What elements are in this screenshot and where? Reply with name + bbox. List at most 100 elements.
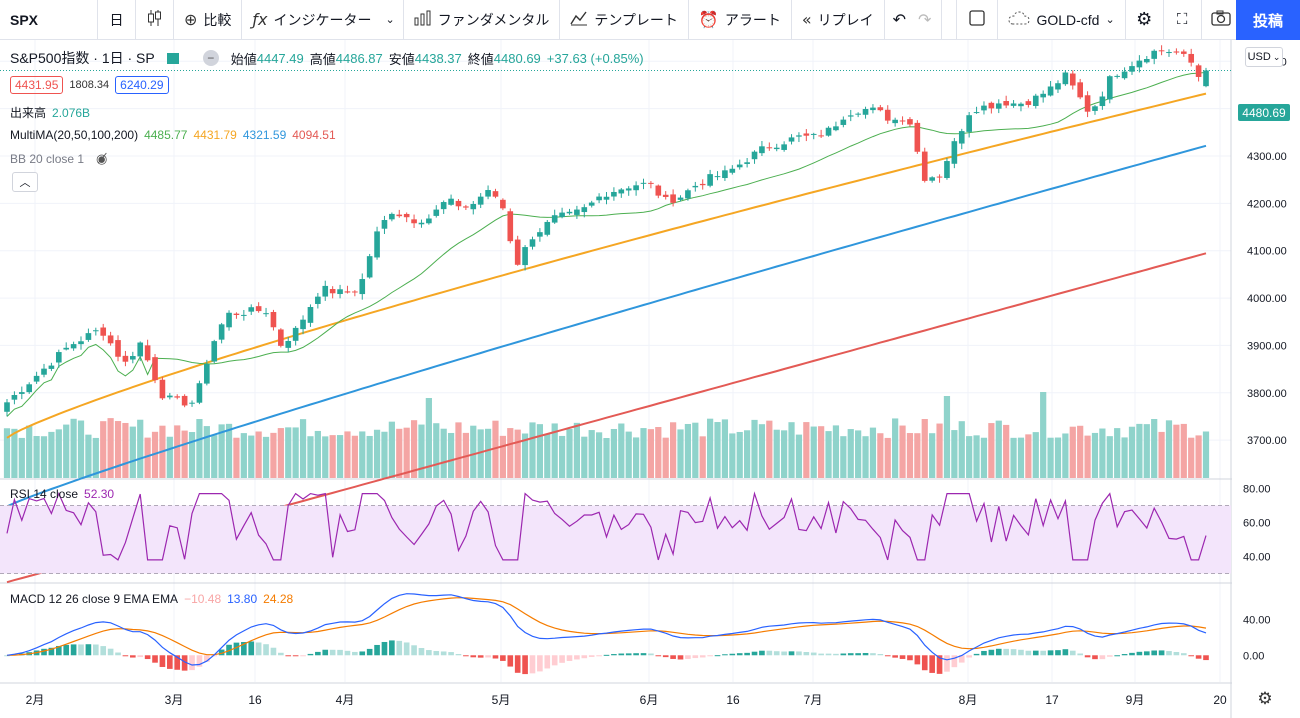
time-tick-label: 7月 — [804, 693, 823, 707]
candle — [870, 104, 876, 114]
currency-selector[interactable]: USD ⌄ — [1245, 47, 1283, 67]
rsi-value: 52.30 — [84, 487, 115, 501]
candle-body — [699, 183, 706, 186]
ma50-value: 4431.79 — [193, 128, 237, 142]
interval-button[interactable]: 日 — [98, 0, 136, 40]
candle — [1047, 80, 1054, 97]
candle — [729, 165, 736, 175]
candle-body — [907, 119, 913, 125]
candle — [1173, 48, 1180, 55]
rsi-tick-label: 40.00 — [1243, 552, 1271, 564]
post-button[interactable]: 投稿 — [1236, 0, 1300, 40]
price-tick-label: 4100.00 — [1247, 246, 1287, 258]
candle — [640, 178, 647, 190]
time-tick-label: 5月 — [492, 693, 511, 707]
candle-body — [307, 307, 314, 323]
time-tick-label: 16 — [726, 693, 740, 707]
volume-bar — [514, 429, 521, 478]
candle-body — [78, 341, 84, 345]
macd-histogram-bar — [1151, 650, 1158, 656]
candle — [1069, 70, 1076, 90]
candle-body — [1084, 95, 1091, 112]
candle-body — [115, 340, 121, 357]
volume-bar — [1091, 432, 1099, 478]
candle — [1025, 99, 1032, 108]
low-label: 安値 — [388, 51, 415, 67]
macd-histogram-bar — [107, 648, 114, 656]
volume-legend: 出来高 2.076B — [10, 104, 96, 121]
macd-histogram-bar — [655, 655, 662, 657]
symbol-search[interactable]: SPX — [0, 0, 98, 40]
alert-label: アラート — [724, 11, 781, 28]
volume-bar — [729, 433, 736, 478]
candle — [840, 116, 847, 128]
replay-button[interactable]: « リプレイ — [792, 0, 885, 40]
macd-signal-value: 24.28 — [263, 592, 294, 606]
flag-icon[interactable] — [166, 52, 179, 64]
volume-bar — [292, 427, 299, 478]
chart-type-button[interactable] — [136, 0, 174, 40]
time-tick-label: 20 — [1213, 693, 1227, 707]
undo-button[interactable]: ↶ — [885, 0, 914, 40]
volume-bar — [322, 436, 329, 478]
gear-icon[interactable]: ⚙ — [1257, 689, 1273, 708]
candle-body — [137, 342, 144, 357]
collapse-legend-button[interactable]: ︿ — [12, 172, 38, 192]
redo-button[interactable]: ↷ — [914, 0, 943, 40]
volume-bar — [795, 434, 803, 478]
candle — [1084, 91, 1091, 118]
fullscreen-button[interactable]: ⛶ — [1164, 0, 1202, 40]
candle-body — [18, 392, 25, 394]
eye-off-icon[interactable]: ◉̸ — [96, 151, 108, 166]
range-low-box[interactable]: 4431.95 — [10, 76, 64, 94]
chevron-up-icon: ︿ — [19, 177, 31, 189]
candle — [522, 245, 528, 271]
candle — [211, 339, 218, 364]
volume-bar — [107, 418, 114, 478]
volume-bar — [285, 427, 292, 478]
templates-button[interactable]: テンプレート — [560, 0, 689, 40]
macd-histogram-bar — [751, 651, 758, 656]
candle-body — [248, 307, 255, 312]
candle — [26, 382, 33, 394]
ma20-line — [6, 71, 1207, 417]
volume-bar — [670, 422, 677, 478]
candle-body — [322, 285, 329, 297]
macd-histogram-bar — [611, 654, 617, 656]
macd-histogram-bar — [329, 649, 336, 656]
range-high-box[interactable]: 6240.29 — [115, 76, 169, 94]
snapshot-button[interactable] — [1202, 0, 1240, 40]
alarm-icon: ⏰ — [698, 10, 719, 29]
candle — [374, 226, 380, 260]
candle-body — [500, 199, 506, 209]
macd-histogram-bar — [204, 655, 210, 662]
volume-bar — [181, 430, 188, 478]
candle — [514, 235, 521, 266]
macd-histogram-bar — [640, 653, 647, 656]
indicators-button[interactable]: ƒx インジケーター ⌄ — [242, 0, 404, 40]
fundamentals-button[interactable]: ファンダメンタル — [404, 0, 561, 40]
layout-name-button[interactable]: GOLD-cfd ⌄ — [998, 0, 1126, 40]
compare-button[interactable]: ⊕ 比較 — [174, 0, 243, 40]
alert-button[interactable]: ⏰ アラート — [689, 0, 792, 40]
volume-bar — [1010, 437, 1017, 478]
candle — [966, 111, 972, 138]
layout-square-button[interactable] — [956, 0, 999, 40]
macd-histogram-bar — [263, 644, 269, 656]
candle-body — [270, 311, 277, 328]
minus-icon[interactable]: − — [202, 50, 219, 66]
candle-body — [196, 383, 203, 403]
settings-button[interactable]: ⚙ — [1126, 0, 1164, 40]
macd-histogram-bar — [744, 652, 750, 656]
volume-bar — [1084, 435, 1091, 478]
candle-body — [1010, 103, 1017, 106]
volume-bar — [218, 424, 225, 478]
candle-body — [707, 174, 713, 186]
volume-bar — [499, 435, 506, 478]
candle-body — [85, 333, 92, 340]
candle — [544, 219, 551, 237]
series-title[interactable]: S&P500指数 · 1日 · SP — [10, 50, 155, 66]
macd-histogram-bar — [366, 648, 373, 656]
candle-body — [603, 196, 610, 200]
